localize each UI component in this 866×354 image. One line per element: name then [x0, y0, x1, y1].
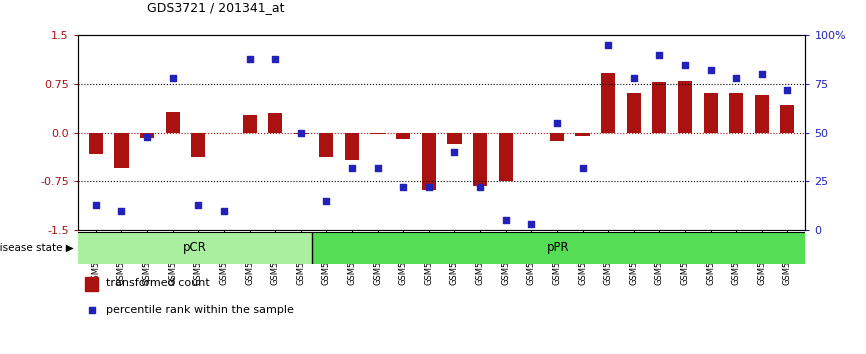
Bar — [345, 133, 359, 160]
Point — [217, 208, 231, 213]
Bar — [242, 115, 256, 133]
Bar — [191, 133, 205, 158]
Bar — [422, 133, 436, 190]
Point — [320, 198, 333, 204]
Point — [89, 202, 103, 207]
Bar — [780, 105, 794, 133]
Text: percentile rank within the sample: percentile rank within the sample — [106, 305, 294, 315]
Bar — [627, 92, 641, 133]
Point — [499, 217, 513, 223]
Bar — [601, 73, 615, 133]
Bar — [652, 82, 667, 133]
Bar — [78, 232, 312, 264]
Bar — [576, 133, 590, 136]
Bar — [85, 277, 99, 291]
Text: disease state ▶: disease state ▶ — [0, 243, 74, 253]
Point — [473, 184, 487, 190]
Point — [678, 62, 692, 68]
Bar — [320, 133, 333, 158]
Bar — [89, 133, 103, 154]
Point — [140, 134, 154, 139]
Point — [780, 87, 794, 93]
Text: pCR: pCR — [183, 241, 207, 254]
Text: pPR: pPR — [547, 241, 570, 254]
Bar — [140, 133, 154, 138]
Point — [448, 149, 462, 155]
Bar — [550, 133, 564, 141]
Point — [294, 130, 307, 136]
Bar — [312, 232, 805, 264]
Point — [755, 72, 769, 77]
Point — [601, 42, 615, 48]
Bar — [703, 92, 718, 133]
Bar — [371, 133, 385, 134]
Bar — [114, 133, 128, 169]
Point — [165, 75, 179, 81]
Point — [268, 56, 282, 62]
Bar — [729, 92, 743, 133]
Point — [371, 165, 385, 171]
Bar — [473, 133, 488, 186]
Point — [397, 184, 410, 190]
Point — [345, 165, 359, 171]
Point — [191, 202, 205, 207]
Point — [652, 52, 666, 58]
Point — [627, 75, 641, 81]
Point — [422, 184, 436, 190]
Text: transformed count: transformed count — [106, 278, 210, 288]
Text: GDS3721 / 201341_at: GDS3721 / 201341_at — [147, 1, 285, 14]
Bar — [448, 133, 462, 144]
Point — [525, 222, 539, 227]
Point — [704, 68, 718, 73]
Point — [729, 75, 743, 81]
Bar — [499, 133, 513, 181]
Bar — [268, 113, 282, 133]
Bar — [397, 133, 410, 139]
Bar — [755, 95, 769, 133]
Bar — [678, 81, 692, 133]
Point — [242, 56, 256, 62]
Point — [114, 208, 128, 213]
Point — [550, 120, 564, 126]
Point — [85, 307, 99, 313]
Bar — [294, 133, 307, 134]
Point — [576, 165, 590, 171]
Bar — [165, 112, 180, 133]
